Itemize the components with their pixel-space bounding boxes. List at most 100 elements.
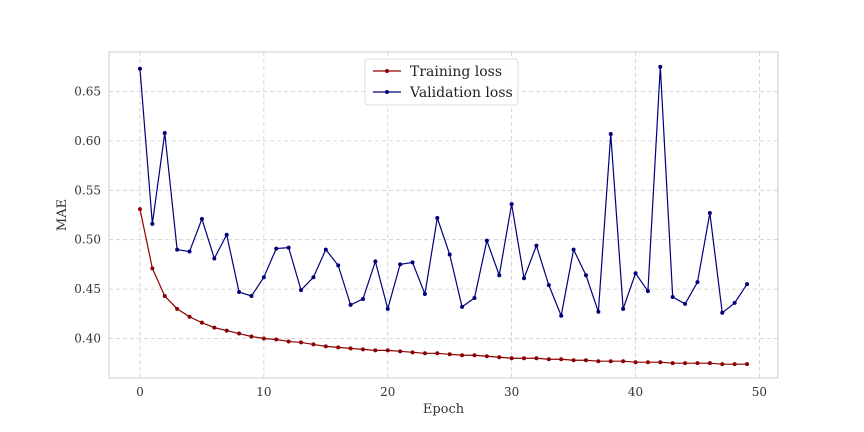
x-tick-label: 40 xyxy=(628,385,643,399)
data-point xyxy=(237,290,242,295)
data-point xyxy=(534,243,539,248)
data-point xyxy=(348,346,353,351)
data-point xyxy=(497,355,502,360)
legend-swatch-marker xyxy=(385,90,389,94)
y-tick-label: 0.55 xyxy=(74,183,101,197)
y-tick-label: 0.45 xyxy=(74,282,101,296)
x-axis-ticks: 0 10 20 30 40 50 xyxy=(136,385,767,399)
data-point xyxy=(398,262,403,267)
data-point xyxy=(323,344,328,349)
data-point xyxy=(596,359,601,364)
data-point xyxy=(707,211,712,216)
data-point xyxy=(695,361,700,366)
data-point xyxy=(732,362,737,367)
data-point xyxy=(311,275,316,280)
data-point xyxy=(212,256,217,261)
data-point xyxy=(745,362,750,367)
data-point xyxy=(509,356,514,361)
data-point xyxy=(299,340,304,345)
data-point xyxy=(422,351,427,356)
plot-area-frame xyxy=(108,51,779,379)
data-point xyxy=(633,360,638,365)
data-point xyxy=(621,359,626,364)
x-axis-label: Epoch xyxy=(423,402,465,417)
data-point xyxy=(534,356,539,361)
data-point xyxy=(745,282,750,287)
grid-lines xyxy=(109,52,778,378)
data-point xyxy=(410,260,415,265)
data-point xyxy=(522,356,527,361)
data-point xyxy=(571,358,576,363)
data-point xyxy=(224,232,229,237)
data-point xyxy=(447,252,452,257)
data-point xyxy=(509,202,514,207)
legend-entry-label: Training loss xyxy=(410,64,502,80)
data-point xyxy=(212,325,217,330)
data-point xyxy=(707,361,712,366)
data-point xyxy=(695,280,700,285)
legend-box xyxy=(364,58,519,106)
data-point xyxy=(683,301,688,306)
data-point xyxy=(658,64,663,69)
x-tick-label: 20 xyxy=(380,385,395,399)
data-point xyxy=(373,259,378,264)
data-point xyxy=(336,263,341,268)
data-point xyxy=(583,273,588,278)
data-point xyxy=(732,300,737,305)
y-axis-ticks: 0.40 0.45 0.50 0.55 0.60 0.65 xyxy=(74,85,101,346)
y-tick-label: 0.60 xyxy=(74,134,101,148)
data-point xyxy=(559,357,564,362)
data-point xyxy=(261,336,266,341)
data-point xyxy=(187,249,192,254)
x-tick-label: 50 xyxy=(752,385,767,399)
data-point xyxy=(596,309,601,314)
data-point xyxy=(137,66,142,71)
data-point xyxy=(199,320,204,325)
x-tick-label: 10 xyxy=(256,385,271,399)
data-point xyxy=(175,247,180,252)
legend-swatch-marker xyxy=(385,69,389,73)
data-point xyxy=(274,246,279,251)
data-point xyxy=(323,247,328,252)
data-point xyxy=(286,339,291,344)
data-point xyxy=(435,215,440,220)
data-point xyxy=(237,331,242,336)
data-point xyxy=(658,360,663,365)
data-point xyxy=(497,273,502,278)
data-point xyxy=(546,283,551,288)
x-tick-label: 0 xyxy=(136,385,144,399)
data-point xyxy=(670,294,675,299)
data-point xyxy=(385,348,390,353)
y-axis-label: MAE xyxy=(55,199,70,231)
data-point xyxy=(249,334,254,339)
data-point xyxy=(484,238,489,243)
data-point xyxy=(261,275,266,280)
data-point xyxy=(150,221,155,226)
data-point xyxy=(608,359,613,364)
data-point xyxy=(571,247,576,252)
data-point xyxy=(137,207,142,212)
data-point xyxy=(274,337,279,342)
data-point xyxy=(162,131,167,136)
data-point xyxy=(670,361,675,366)
data-point xyxy=(336,345,341,350)
data-point xyxy=(162,294,167,299)
data-point xyxy=(460,304,465,309)
data-point xyxy=(175,306,180,311)
y-tick-label: 0.40 xyxy=(74,331,101,345)
data-point xyxy=(546,357,551,362)
legend-entry-label: Validation loss xyxy=(409,85,513,101)
data-point xyxy=(422,292,427,297)
data-point xyxy=(645,360,650,365)
series-group xyxy=(137,64,750,367)
data-point xyxy=(150,266,155,271)
data-point xyxy=(472,353,477,358)
series-line-validation-loss xyxy=(139,66,748,318)
data-point xyxy=(199,216,204,221)
data-point xyxy=(608,131,613,136)
data-point xyxy=(360,296,365,301)
data-point xyxy=(720,362,725,367)
data-point xyxy=(447,352,452,357)
data-point xyxy=(633,271,638,276)
data-point xyxy=(373,348,378,353)
